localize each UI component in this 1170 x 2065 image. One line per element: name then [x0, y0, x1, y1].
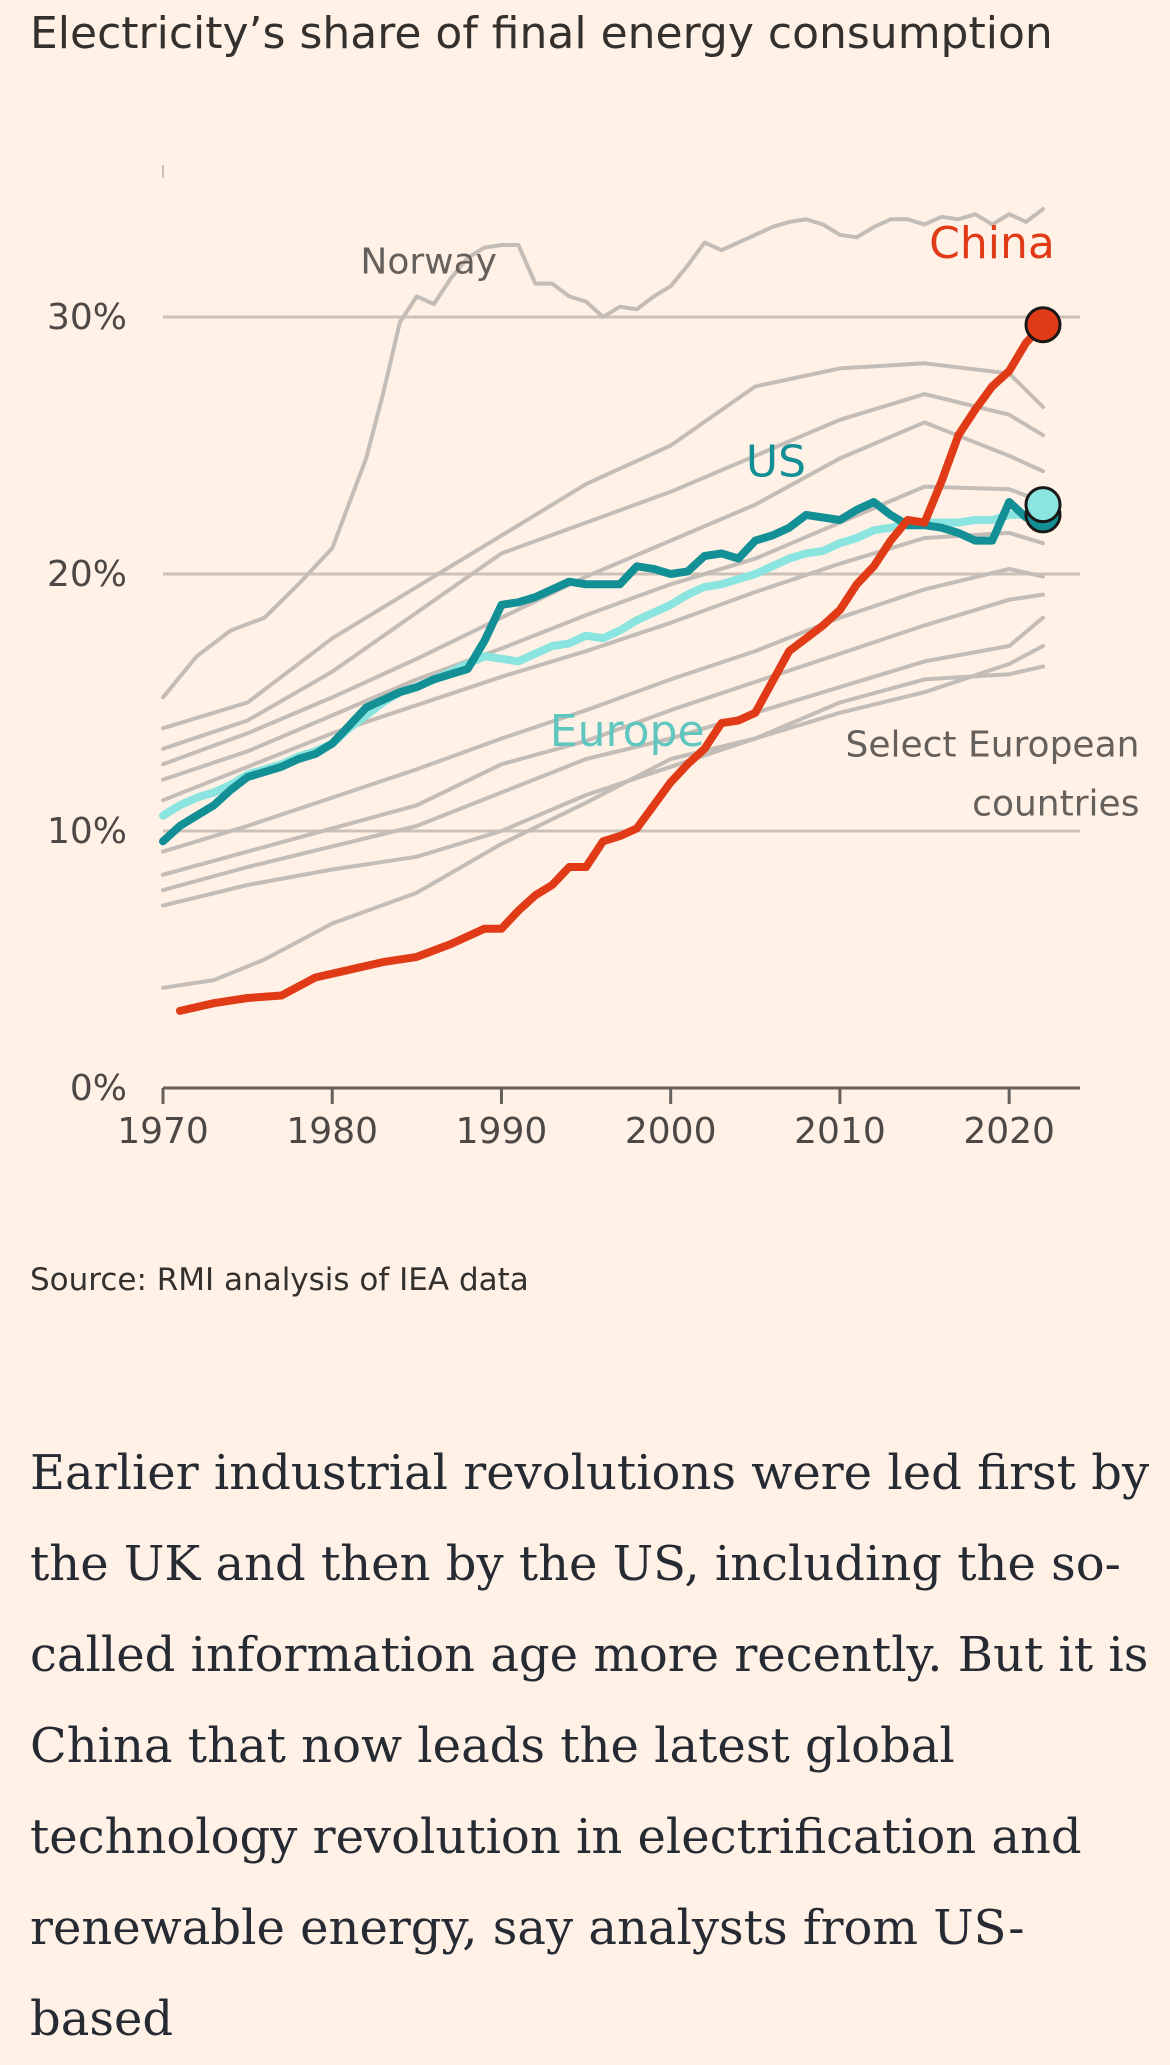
- line-chart: 0% 10% 20% 30% 1970 1980 1990 2000 2010 2020 Norwa…: [47, 165, 1139, 1152]
- end-marker-china: [1024, 306, 1062, 344]
- x-tick-label: 1980: [286, 1111, 378, 1152]
- series-line-country: [161, 592, 1045, 877]
- article-paragraph: Earlier industrial revolutions were led …: [30, 1445, 1150, 2047]
- series-line-country: [161, 361, 1045, 731]
- series-line-norway: [161, 207, 1045, 700]
- annotation-label: China: [929, 218, 1055, 269]
- series-line-china: [175, 320, 1047, 1015]
- annotation-label: countries: [972, 784, 1139, 825]
- series-line-country: [161, 615, 1045, 893]
- chart-source: Source: RMI analysis of IEA data: [30, 1262, 529, 1298]
- annotation-label: Select European: [845, 724, 1139, 765]
- series-line-country: [161, 530, 1045, 803]
- x-tick-label: 2010: [794, 1111, 886, 1152]
- y-tick-label: 0%: [70, 1068, 127, 1109]
- series-line-country: [161, 420, 1045, 767]
- annotation-label: Norway: [360, 241, 497, 282]
- x-tick-label: 1970: [117, 1111, 209, 1152]
- chart-title: Electricity’s share of final energy cons…: [30, 8, 1053, 59]
- series-line-country: [161, 566, 1045, 854]
- series-line-country: [161, 392, 1045, 751]
- annotation-label: US: [746, 436, 806, 487]
- series-line-europe: [159, 503, 1047, 820]
- series-line-country: [161, 664, 1045, 990]
- end-marker-europe: [1024, 486, 1062, 524]
- x-tick-label: 2000: [625, 1111, 717, 1152]
- y-tick-label: 30%: [47, 297, 127, 338]
- series-line-us: [159, 498, 1047, 846]
- y-tick-label: 20%: [47, 554, 127, 595]
- y-tick-label: 10%: [47, 811, 127, 852]
- x-tick-label: 2020: [963, 1111, 1055, 1152]
- annotation-label: Europe: [550, 706, 705, 757]
- x-tick-label: 1990: [456, 1111, 548, 1152]
